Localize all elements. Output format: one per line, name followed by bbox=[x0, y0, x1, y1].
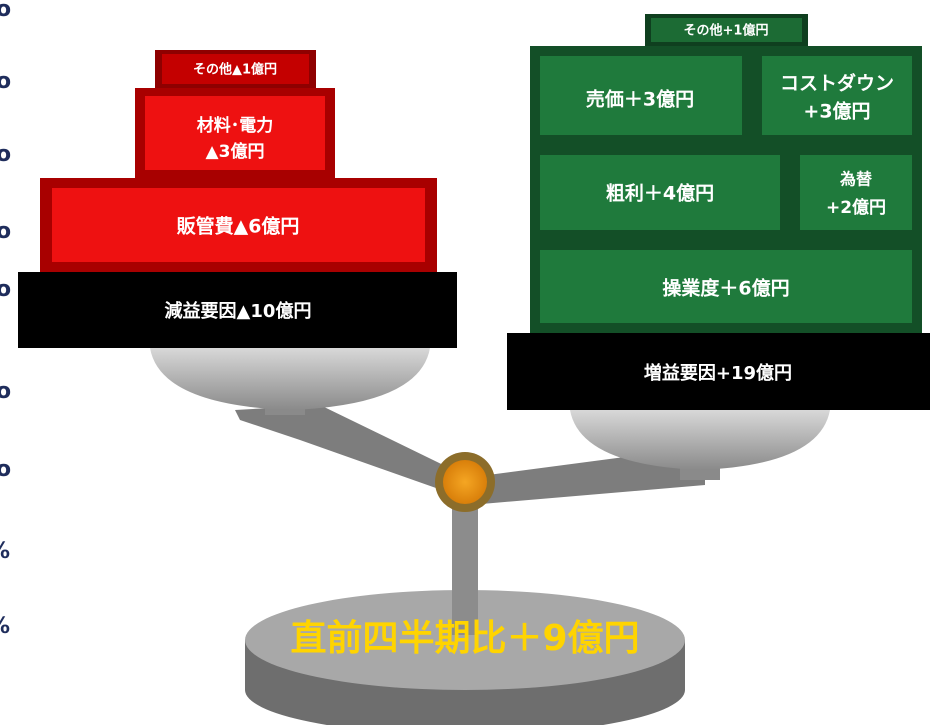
fragment: o bbox=[0, 379, 11, 404]
right-stack: その他+1億円 売価＋3億円 コストダウン +3億円 粗利＋4億円 為替 +2億… bbox=[507, 14, 930, 410]
block-label: コストダウン bbox=[780, 72, 894, 95]
fragment: % bbox=[0, 539, 10, 564]
fragment: o bbox=[0, 457, 11, 482]
fragment: o bbox=[0, 219, 11, 244]
edge-fragments: o o o o o o o % % bbox=[0, 0, 11, 639]
total-label: 増益要因+19億円 bbox=[644, 362, 792, 384]
block-label: +2億円 bbox=[826, 197, 886, 218]
block-label: 材料･電力 bbox=[197, 115, 274, 136]
block-label: ▲3億円 bbox=[206, 141, 265, 162]
block-label: その他▲1億円 bbox=[193, 62, 277, 78]
block-label: 操業度＋6億円 bbox=[662, 277, 789, 300]
result-label: 直前四半期比＋9億円 bbox=[290, 618, 639, 659]
left-stack: その他▲1億円 材料･電力 ▲3億円 販管費▲6億円 減益要因▲10億円 bbox=[18, 50, 457, 348]
block-label: 売価＋3億円 bbox=[586, 88, 694, 111]
fragment: o bbox=[0, 0, 11, 22]
block-label: 販管費▲6億円 bbox=[177, 215, 300, 238]
fragment: % bbox=[0, 614, 10, 639]
total-label: 減益要因▲10億円 bbox=[165, 300, 312, 322]
fragment: o bbox=[0, 142, 11, 167]
fragment: o bbox=[0, 69, 11, 94]
block-label: 為替 bbox=[840, 170, 872, 189]
block-label: 粗利＋4億円 bbox=[606, 182, 714, 205]
fragment: o bbox=[0, 277, 11, 302]
balance-diagram: o o o o o o o % % その他▲1億円 材料･電力 ▲3億円 販管費… bbox=[0, 0, 930, 725]
block-label: その他+1億円 bbox=[684, 23, 769, 39]
block-label: +3億円 bbox=[803, 100, 870, 123]
